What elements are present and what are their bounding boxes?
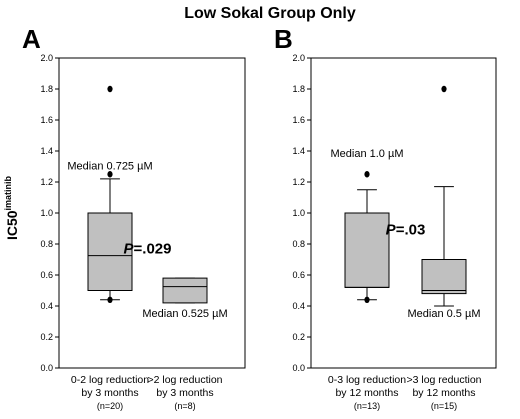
y-tick-label: 0.4 (40, 301, 53, 311)
svg-text:IC50imatinib: IC50imatinib (3, 175, 20, 240)
y-tick-label: 1.4 (292, 146, 305, 156)
outlier-point (107, 171, 113, 178)
y-tick-label: 1.2 (40, 177, 53, 187)
box (87, 212, 133, 291)
panel-a-label: A (22, 24, 41, 54)
category-label-line1: >2 log reduction (147, 374, 222, 386)
median-annotation: Median 0.5 µM (408, 308, 481, 320)
y-tick-label: 2.0 (40, 53, 53, 63)
category-label-line2: by 12 months (335, 387, 398, 399)
p-value-number: =.03 (396, 222, 426, 239)
plot-frame (310, 57, 497, 369)
y-tick-label: 0.2 (40, 332, 53, 342)
outlier-point (364, 171, 370, 178)
panel-b-label: B (274, 24, 293, 54)
box (344, 212, 390, 288)
category-label-n: (n=15) (431, 401, 457, 411)
y-tick-label: 0.8 (292, 239, 305, 249)
category-label-line1: 0-2 log reduction (71, 374, 149, 386)
p-value-label: P=.029 (124, 240, 172, 257)
plot-frame (58, 57, 246, 369)
figure-title: Low Sokal Group Only (184, 5, 356, 22)
y-tick-label: 1.0 (292, 208, 305, 218)
category-label-n: (n=8) (174, 401, 195, 411)
median-annotation: Median 0.525 µM (142, 308, 227, 320)
y-tick-label: 0.6 (292, 270, 305, 280)
box (162, 277, 208, 304)
category-label-n: (n=13) (354, 401, 380, 411)
category-label-line1: >3 log reduction (406, 374, 481, 386)
y-tick-label: 0.8 (40, 239, 53, 249)
y-axis-label-main: IC50 (4, 210, 20, 240)
y-tick-label: 1.4 (40, 146, 53, 156)
y-axis-label-subscript: imatinib (3, 175, 13, 210)
p-value-number: =.029 (134, 240, 172, 257)
p-value-symbol: P (124, 240, 135, 257)
outlier-point (107, 85, 113, 93)
y-tick-label: 1.0 (40, 208, 53, 218)
y-tick-label: 1.8 (40, 84, 53, 94)
y-tick-label: 0.4 (292, 301, 305, 311)
y-tick-label: 1.8 (292, 84, 305, 94)
median-annotation: Median 1.0 µM (331, 148, 404, 160)
outlier-point (107, 296, 113, 303)
y-tick-label: 0.0 (40, 363, 53, 373)
category-label-line2: by 3 months (156, 387, 213, 399)
panel-a: 0.0 0.2 0.4 0.6 0.8 1.0 1.2 1.4 1.6 1.8 2.0 Median … (40, 53, 246, 411)
y-tick-label: 0.0 (292, 363, 305, 373)
outlier-point (364, 296, 370, 303)
y-tick-label: 1.2 (292, 177, 305, 187)
category-label-line1: 0-3 log reduction (328, 374, 406, 386)
y-tick-label: 0.6 (40, 270, 53, 280)
y-tick-label: 1.6 (40, 115, 53, 125)
p-value-label: P=.03 (386, 222, 426, 239)
category-label-line2: by 3 months (81, 387, 138, 399)
outlier-point (441, 85, 447, 93)
y-axis-label: IC50imatinib (3, 175, 20, 240)
category-label-line2: by 12 months (412, 387, 475, 399)
y-tick-label: 2.0 (292, 53, 305, 63)
y-tick-label: 1.6 (292, 115, 305, 125)
category-label-n: (n=20) (97, 401, 123, 411)
median-annotation: Median 0.725 µM (67, 161, 152, 173)
box (421, 259, 467, 295)
p-value-symbol: P (386, 222, 397, 239)
y-tick-label: 0.2 (292, 332, 305, 342)
panel-b: 0.0 0.2 0.4 0.6 0.8 1.0 1.2 1.4 1.6 1.8 2.0 Median … (292, 53, 497, 411)
